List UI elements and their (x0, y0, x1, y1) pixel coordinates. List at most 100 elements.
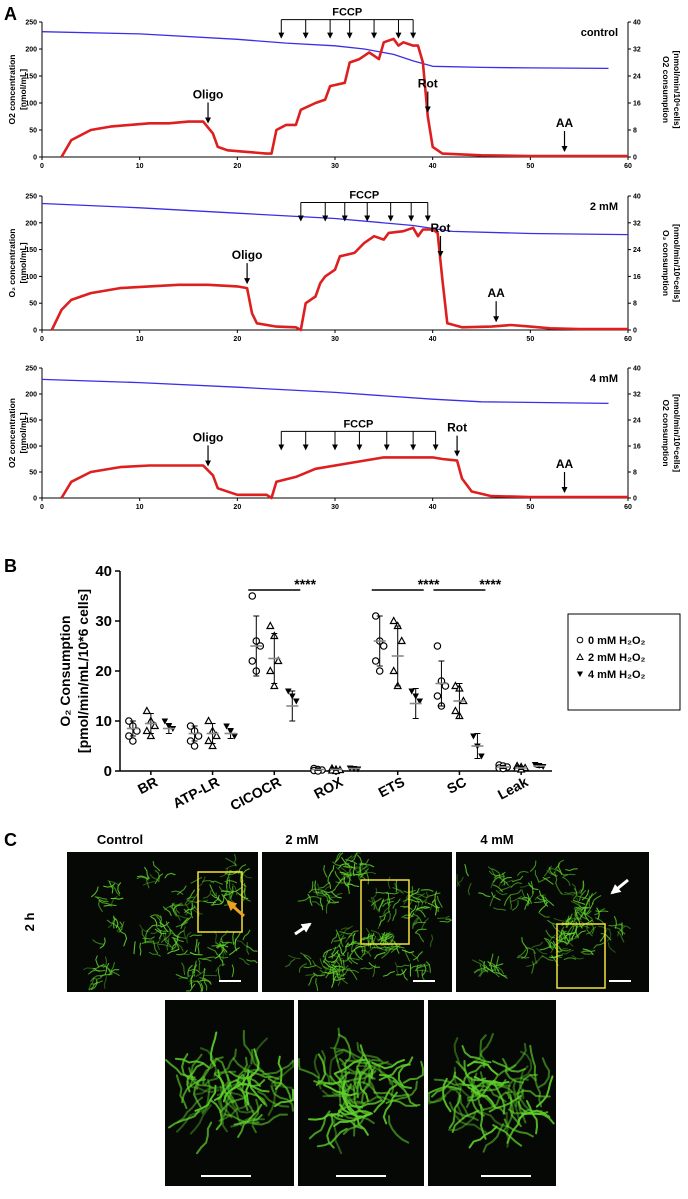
y2-axis-label: O2 consumption (661, 56, 671, 123)
y-tick-label: 200 (25, 392, 37, 399)
y2-tick-label: 40 (633, 20, 641, 27)
x-tick-label: ATP-LR (170, 774, 222, 812)
y-tick-label: 40 (95, 563, 112, 580)
data-point (390, 668, 397, 674)
x-tick-label: ETS (376, 774, 408, 801)
data-point (249, 593, 255, 599)
consumption-line (52, 228, 628, 330)
x-tick-label: 30 (331, 163, 339, 170)
x-tick-label: ROX (311, 773, 346, 802)
consumption-line (62, 457, 629, 498)
panel-label: A (4, 4, 17, 24)
y-axis-label: O₂ concentration (7, 229, 17, 298)
annotation-label: FCCP (349, 189, 379, 201)
concentration-line (42, 379, 609, 403)
y-axis-label: [nmol/mL] (18, 412, 28, 453)
x-tick-label: 10 (136, 336, 144, 343)
micrograph (428, 1000, 556, 1186)
y2-tick-label: 0 (633, 496, 637, 503)
condition-label: 2 mM (590, 201, 618, 213)
annotation-label: Oligo (193, 87, 224, 101)
data-point (205, 718, 212, 724)
data-point (373, 658, 379, 664)
y2-axis-label: O2 consumption (661, 399, 671, 466)
x-tick-label: 20 (233, 336, 241, 343)
x-tick-label: 20 (233, 163, 241, 170)
x-tick-label: 50 (526, 163, 534, 170)
x-tick-label: 60 (624, 504, 632, 511)
x-tick-label: BR (135, 774, 160, 798)
y-tick-label: 200 (25, 47, 37, 54)
y2-tick-label: 32 (633, 220, 641, 227)
legend-label: 2 mM H₂O₂ (588, 652, 646, 664)
micrograph (262, 852, 452, 992)
micrograph (165, 1000, 294, 1186)
y-tick-label: 250 (25, 194, 37, 201)
micrograph (67, 852, 258, 992)
y-tick-label: 50 (29, 128, 37, 135)
y2-tick-label: 24 (633, 418, 641, 425)
x-tick-label: 0 (40, 504, 44, 511)
y-tick-label: 50 (29, 301, 37, 308)
data-point (249, 658, 255, 664)
y2-tick-label: 40 (633, 366, 641, 373)
data-point (434, 693, 440, 699)
data-point (470, 734, 477, 740)
legend-label: 4 mM H₂O₂ (588, 669, 646, 681)
x-tick-label: 20 (233, 504, 241, 511)
x-tick-label: 0 (40, 163, 44, 170)
y-tick-label: 250 (25, 20, 37, 27)
panel-label: B (4, 556, 17, 576)
y-tick-label: 200 (25, 220, 37, 227)
data-point (452, 708, 459, 714)
column-label: 4 mM (480, 832, 513, 847)
annotation-label: AA (556, 457, 574, 471)
y2-tick-label: 8 (633, 470, 637, 477)
y-tick-label: 0 (33, 328, 37, 335)
y-tick-label: 250 (25, 366, 37, 373)
x-tick-label: CICOCR (227, 774, 283, 814)
condition-label: control (581, 27, 618, 39)
x-tick-label: 60 (624, 163, 632, 170)
data-point (390, 618, 397, 624)
annotation-label: Rot (430, 221, 450, 235)
micrograph (456, 852, 649, 992)
data-point (377, 668, 383, 674)
x-tick-label: 50 (526, 336, 534, 343)
x-tick-label: 60 (624, 336, 632, 343)
significance-label: **** (294, 576, 316, 592)
annotation-label: FCCP (343, 418, 373, 430)
annotation-label: Oligo (232, 248, 263, 262)
x-tick-label: 30 (331, 336, 339, 343)
x-tick-label: 40 (429, 163, 437, 170)
significance-label: **** (479, 576, 501, 592)
legend-marker (577, 637, 583, 643)
mitochondria (361, 968, 373, 969)
mitochondria (596, 911, 608, 912)
data-point (191, 743, 197, 749)
y2-tick-label: 16 (633, 101, 641, 108)
column-label: Control (97, 832, 143, 847)
consumption-line (62, 39, 629, 157)
y2-tick-label: 32 (633, 47, 641, 54)
y-axis-label: O2 concentration (7, 55, 17, 125)
annotation-label: Rot (418, 77, 438, 91)
x-tick-label: 30 (331, 504, 339, 511)
mitochondria (583, 951, 595, 952)
y2-tick-label: 16 (633, 274, 641, 281)
y2-axis-label: [nmol/min/10⁶cells] (672, 224, 682, 302)
micrograph (298, 1000, 424, 1186)
column-label: 2 mM (285, 832, 318, 847)
y-axis-label: O₂ Consumption (57, 615, 73, 726)
y2-axis-label: [nmol/min/10⁶cells] (672, 50, 682, 128)
y2-axis-label: O₂ consumption (661, 230, 671, 296)
y2-tick-label: 24 (633, 74, 641, 81)
data-point (130, 738, 136, 744)
annotation-label: FCCP (332, 7, 362, 19)
annotation-label: Oligo (193, 430, 224, 444)
y-tick-label: 50 (29, 470, 37, 477)
y2-tick-label: 0 (633, 328, 637, 335)
concentration-line (42, 204, 628, 235)
condition-label: 4 mM (590, 373, 618, 385)
